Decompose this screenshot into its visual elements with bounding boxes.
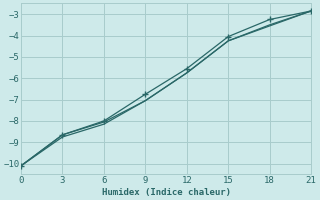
X-axis label: Humidex (Indice chaleur): Humidex (Indice chaleur) <box>101 188 231 197</box>
